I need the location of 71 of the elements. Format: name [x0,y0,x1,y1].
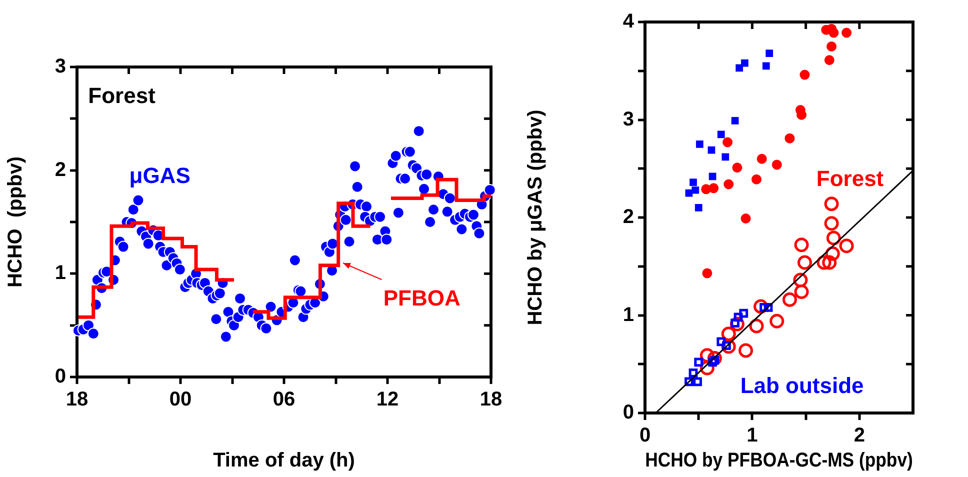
point [824,55,834,66]
point [739,308,748,318]
point [696,140,704,148]
point [708,146,716,154]
point [721,326,736,342]
point [793,272,808,288]
point [770,314,784,328]
point [734,312,743,322]
point [722,153,730,161]
x-tick-label: 0 [639,424,651,447]
point [782,292,797,307]
point [794,284,809,300]
point [826,41,837,52]
point [751,174,762,184]
point [824,216,839,231]
series-label: Forest [816,166,884,192]
y-axis-title: HCHO by μGAS (ppbv) [524,110,547,326]
x-axis-title: Time of day (h) [213,450,355,472]
x-tick-label: 12 [376,388,399,411]
point [756,154,767,164]
point [732,162,742,173]
y-tick-label: 3 [54,56,66,78]
y-tick-label: 1 [54,262,66,284]
x-tick-label: 1 [746,424,758,447]
point [702,268,712,278]
point [708,172,716,180]
point [740,213,751,224]
point [694,204,702,212]
point [766,50,774,57]
point [796,110,807,120]
point [797,255,812,270]
point [741,59,748,67]
x-tick-label: 18 [66,388,88,411]
point [731,117,739,124]
point [693,377,702,386]
y-tick-label: 4 [622,10,635,33]
point [839,238,854,254]
y-axis-title: HCHO (ppbv) [4,156,27,288]
point [708,183,719,194]
point [794,238,809,252]
y-tick-label: 2 [54,158,66,181]
point [828,28,839,38]
series-label: Lab outside [740,372,864,398]
point [717,130,725,138]
point [724,179,734,190]
point [784,133,795,144]
x-tick-label: 2 [854,424,865,447]
annotation: PFBOA [383,286,460,311]
point [762,62,770,70]
y-tick-label: 1 [622,304,634,326]
annotation: Forest [88,83,156,108]
point [738,343,754,358]
point [772,160,782,170]
point [800,70,810,80]
y-tick-label: 2 [622,206,634,228]
point [716,337,726,346]
point [824,196,839,212]
x-tick-label: 18 [480,388,502,411]
series-label: μGAS [129,163,190,188]
point [822,255,837,270]
point [736,64,744,72]
point [722,137,733,148]
y-tick-label: 3 [622,108,634,130]
x-axis-title: HCHO by PFBOA-GC-MS (ppbv) [645,448,913,471]
y-tick-label: 0 [54,366,66,388]
x-tick-label: 00 [169,388,192,411]
point [842,28,852,38]
point [690,178,697,186]
x-tick-label: 06 [272,388,296,411]
point [692,186,700,194]
point [694,358,704,367]
